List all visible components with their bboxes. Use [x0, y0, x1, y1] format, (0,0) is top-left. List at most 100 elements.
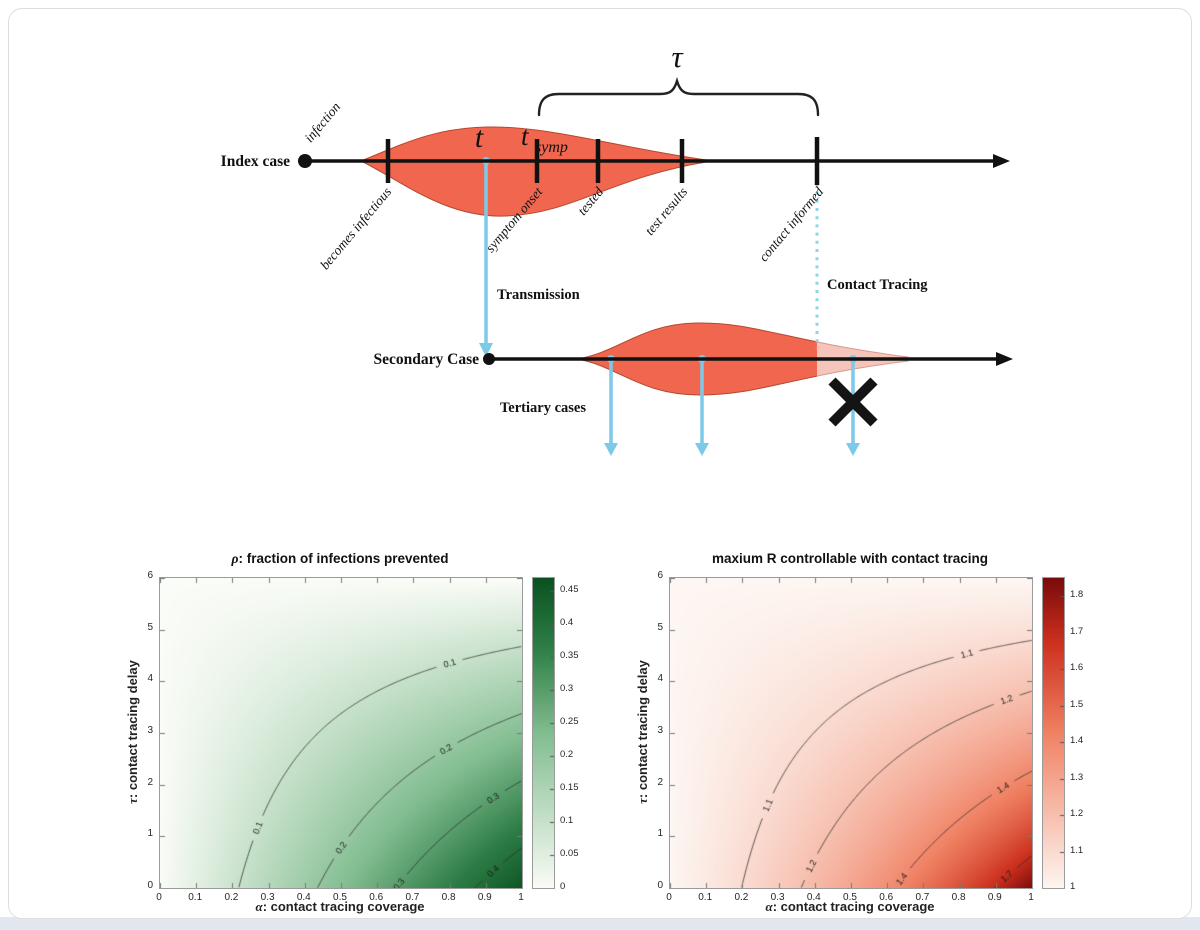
- y-tick-label: 3: [147, 725, 153, 736]
- y-tick-label: 4: [657, 673, 663, 685]
- colorbar-tick-label: 0.1: [560, 815, 574, 827]
- t-symp-subscript: symp: [535, 139, 568, 156]
- x-tick-label: 1: [518, 892, 524, 903]
- timeline-diagram: τ t t symp Index case Secondary Case Tra…: [221, 39, 1013, 456]
- x-tick-label: 0.4: [806, 892, 821, 903]
- x-tick-label: 0.1: [188, 892, 203, 903]
- colorbar-tick-label: 0.2: [560, 749, 574, 761]
- arrowhead-icon: [996, 352, 1013, 366]
- colorbar-tick-label: 1.7: [1070, 625, 1084, 637]
- tertiary-arrows: [604, 355, 860, 456]
- colorbar-tick-label: 0: [560, 881, 566, 892]
- colorbar-tick-label: 1.3: [1070, 771, 1084, 783]
- ylabel-symbol: τ: [635, 798, 650, 804]
- x-tick-label: 0.7: [405, 892, 420, 903]
- x-tick-label: 0: [156, 892, 162, 903]
- x-tick-label: 0.3: [770, 892, 785, 903]
- x-tick-label: 0.4: [296, 892, 311, 903]
- colorbar-tick-label: 0.15: [560, 782, 579, 794]
- contour-plot-canvas: [669, 577, 1033, 889]
- chart-title: maxium R controllable with contact traci…: [669, 551, 1031, 567]
- y-tick-label: 1: [147, 828, 153, 840]
- colorbar-tick-label: 1.6: [1070, 662, 1084, 674]
- x-tick-label: 0.5: [333, 892, 347, 903]
- x-tick-label: 0.8: [441, 892, 456, 903]
- x-tick-label: 0.6: [879, 892, 894, 903]
- blocked-x-icon: [828, 377, 878, 427]
- x-tick-label: 0.6: [369, 892, 384, 903]
- x-tick-label: 0.9: [987, 892, 1002, 903]
- colorbar-tick-label: 0.35: [560, 650, 579, 662]
- colorbar-tick-label: 0.4: [560, 617, 574, 629]
- infection-label: infection: [301, 99, 343, 145]
- transmission-label: Transmission: [497, 287, 580, 303]
- x-tick-label: 0.2: [734, 892, 749, 903]
- x-tick-label: 0.7: [915, 892, 930, 903]
- colorbar-tick-label: 1.1: [1070, 844, 1084, 856]
- t-symp-label: t: [521, 121, 530, 151]
- x-axis-label: α: contact tracing coverage: [669, 899, 1031, 915]
- title-text: : fraction of infections prevented: [238, 551, 449, 566]
- xlabel-symbol: α: [255, 899, 263, 914]
- y-tick-label: 1: [657, 828, 663, 840]
- x-tick-label: 1: [1028, 892, 1034, 903]
- becomes-infectious-label: becomes infectious: [317, 184, 394, 272]
- y-tick-label: 0: [147, 880, 153, 891]
- xlabel-symbol: α: [765, 899, 773, 914]
- t-label: t: [475, 121, 484, 154]
- colorbar-tick-label: 1.8: [1070, 589, 1084, 601]
- colorbar-tick-label: 0.05: [560, 848, 579, 860]
- tau-label: τ: [671, 39, 684, 74]
- ylabel-symbol: τ: [125, 798, 140, 804]
- xlabel-text: : contact tracing coverage: [262, 899, 425, 914]
- secondary-timeline: [483, 352, 1013, 366]
- colorbar-tick-label: 1.4: [1070, 735, 1084, 747]
- y-tick-label: 2: [147, 776, 153, 788]
- title-symbol: ρ: [231, 551, 239, 566]
- colorbar-tick-label: 1: [1070, 881, 1076, 892]
- y-tick-label: 6: [657, 570, 663, 581]
- colorbar-tick-label: 0.45: [560, 584, 579, 596]
- y-tick-label: 5: [147, 621, 153, 633]
- contour-plot-canvas: [159, 577, 523, 889]
- y-tick-label: 3: [657, 725, 663, 736]
- colorbar-tick-label: 0.25: [560, 716, 579, 728]
- tertiary-cases-label: Tertiary cases: [500, 400, 586, 416]
- x-tick-label: 0.5: [843, 892, 857, 903]
- tau-brace: [537, 76, 820, 117]
- colorbar-tick-label: 1.2: [1070, 808, 1084, 820]
- title-text: maxium R controllable with contact traci…: [711, 551, 989, 566]
- arrowhead-icon: [993, 154, 1010, 168]
- page-bottom-strip: [0, 917, 1200, 930]
- x-tick-label: 0.9: [477, 892, 492, 903]
- y-axis-label: τ: contact tracing delay: [125, 660, 141, 804]
- contact-tracing-label: Contact Tracing: [827, 277, 928, 293]
- colorbar-tick-label: 0.3: [560, 683, 574, 695]
- x-axis-label: α: contact tracing coverage: [159, 899, 521, 915]
- x-tick-label: 0.3: [260, 892, 275, 903]
- colorbar-tick-label: 1.5: [1070, 698, 1084, 710]
- x-tick-label: 0: [666, 892, 672, 903]
- chart-title: ρ: fraction of infections prevented: [159, 551, 521, 567]
- contact-informed-label: contact informed: [756, 184, 827, 264]
- index-timeline: [298, 137, 1010, 185]
- y-tick-label: 4: [147, 673, 153, 685]
- x-tick-label: 0.1: [698, 892, 713, 903]
- index-case-label: Index case: [221, 153, 290, 170]
- y-tick-label: 6: [147, 570, 153, 581]
- y-tick-label: 5: [657, 621, 663, 633]
- colorbar: [532, 577, 555, 889]
- colorbar: [1042, 577, 1065, 889]
- ylabel-text: : contact tracing delay: [125, 660, 140, 799]
- xlabel-text: : contact tracing coverage: [772, 899, 935, 914]
- x-tick-label: 0.2: [224, 892, 239, 903]
- test-results-label: test results: [642, 184, 691, 238]
- y-tick-label: 0: [657, 880, 663, 891]
- y-axis-label: τ: contact tracing delay: [635, 660, 651, 804]
- y-tick-label: 2: [657, 776, 663, 788]
- ylabel-text: : contact tracing delay: [635, 660, 650, 799]
- transmission-arrow: [479, 157, 493, 357]
- x-tick-label: 0.8: [951, 892, 966, 903]
- secondary-case-label: Secondary Case: [374, 351, 480, 368]
